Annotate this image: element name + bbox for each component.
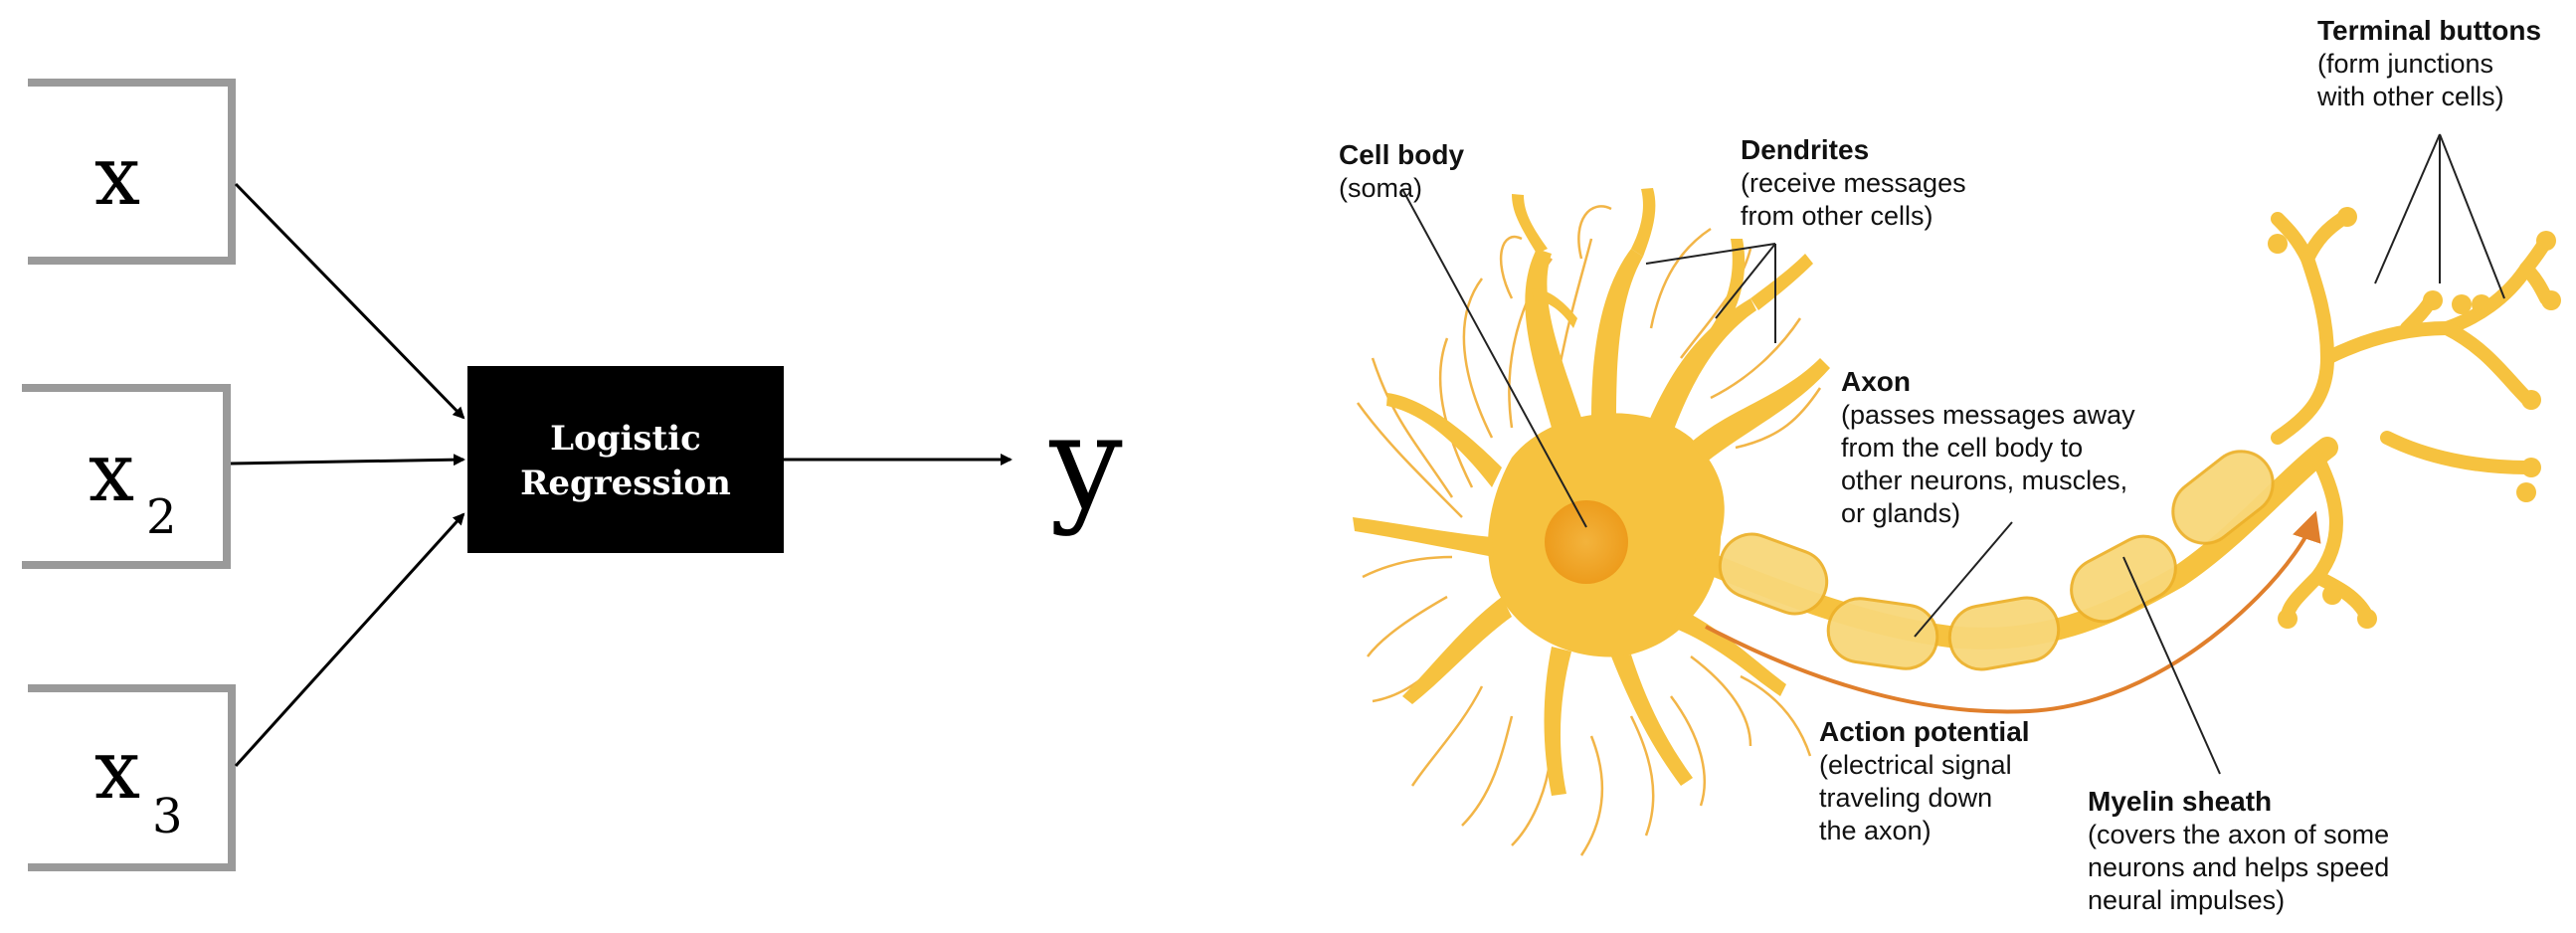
axon-terminals <box>2271 212 2553 624</box>
arrow-x2-to-model <box>230 454 465 466</box>
input-subscript: 2 <box>146 489 177 545</box>
leader-lines <box>1401 133 2505 775</box>
label-desc: neural impulses) <box>2088 885 2285 915</box>
label-dendrites: Dendrites (receive messages from other c… <box>1741 134 1966 231</box>
input-box-x3: x 3 <box>28 684 236 871</box>
input-symbol: x <box>89 426 134 520</box>
label-cell-body: Cell body (soma) <box>1339 139 1464 203</box>
arrow-x3-to-model <box>234 512 465 768</box>
soma-nucleus <box>1545 500 1628 584</box>
logistic-regression-box: Logistic Regression <box>467 366 784 553</box>
label-desc: (covers the axon of some <box>2088 820 2389 849</box>
logistic-regression-diagram: x x 2 x 3 Logistic Regression y <box>22 79 1123 871</box>
model-label-line1: Logistic <box>550 419 701 459</box>
model-label-line2: Regression <box>520 464 731 503</box>
label-title: Cell body <box>1339 139 1464 170</box>
label-title: Action potential <box>1819 716 2030 747</box>
label-desc: (passes messages away <box>1841 400 2135 430</box>
label-title: Terminal buttons <box>2317 15 2541 46</box>
input-box-x2: x 2 <box>22 384 231 569</box>
neuron-illustration: Cell body (soma) Dendrites (receive mess… <box>1339 15 2561 915</box>
label-axon: Axon (passes messages away from the cell… <box>1841 366 2135 528</box>
soma <box>1353 188 1830 796</box>
label-title: Dendrites <box>1741 134 1869 165</box>
label-desc: from other cells) <box>1741 201 1933 231</box>
label-desc: the axon) <box>1819 816 1932 845</box>
label-desc: (receive messages <box>1741 168 1966 198</box>
input-symbol: x <box>94 129 140 224</box>
label-desc: neurons and helps speed <box>2088 852 2389 882</box>
label-desc: traveling down <box>1819 783 1992 813</box>
label-myelin-sheath: Myelin sheath (covers the axon of some n… <box>2088 786 2389 915</box>
label-title: Axon <box>1841 366 1911 397</box>
input-symbol: x <box>94 723 140 818</box>
label-desc: from the cell body to <box>1841 433 2083 463</box>
label-terminal-buttons: Terminal buttons (form junctions with ot… <box>2316 15 2541 111</box>
action-potential-arrow <box>1705 510 2321 714</box>
terminal-buttons-knobs <box>2268 207 2561 629</box>
input-box-x1: x <box>28 79 236 265</box>
label-desc: (soma) <box>1339 173 1422 203</box>
output-label: y <box>1048 387 1123 538</box>
myelin-sheath-segments <box>1718 450 2275 671</box>
input-subscript: 3 <box>152 789 183 844</box>
label-desc: or glands) <box>1841 498 1960 528</box>
label-title: Myelin sheath <box>2088 786 2272 817</box>
label-desc: (electrical signal <box>1819 750 2012 780</box>
arrow-x1-to-model <box>234 182 465 420</box>
label-desc: with other cells) <box>2316 82 2504 111</box>
label-desc: other neurons, muscles, <box>1841 466 2127 495</box>
label-desc: (form junctions <box>2317 49 2493 79</box>
label-action-potential: Action potential (electrical signal trav… <box>1819 716 2030 845</box>
